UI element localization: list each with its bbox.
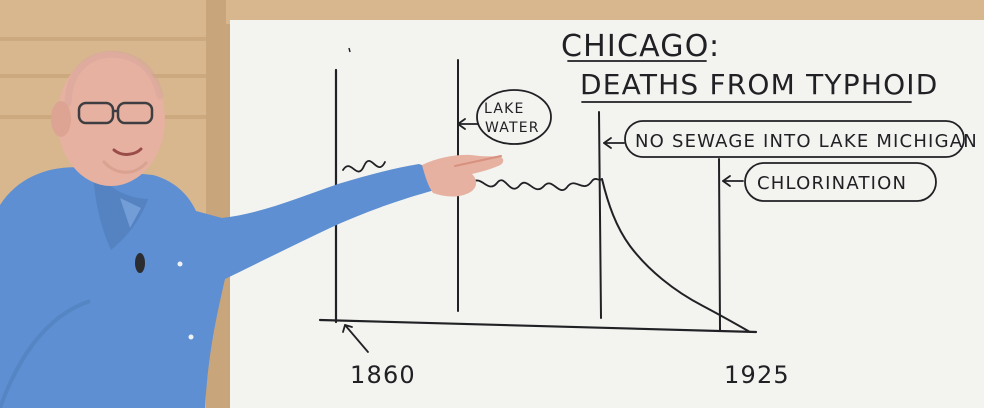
chart-title-line-1: CHICAGO: [561, 29, 720, 64]
lake-water-arrowhead [457, 118, 466, 130]
start-year-label: 1860 [350, 361, 416, 389]
lake-water-label-line-2: WATER [485, 120, 540, 136]
no-sewage-label: NO SEWAGE INTO LAKE MICHIGAN [635, 131, 978, 152]
shirt-button [177, 261, 183, 267]
glasses-left-lens [77, 101, 115, 125]
early-wavy-curve [342, 159, 386, 173]
lake-water-callout-circle [476, 89, 552, 145]
mouth [112, 147, 143, 156]
scalp-highlight [64, 50, 164, 107]
sewage-vertical-line [598, 111, 602, 319]
middle-wavy-curve [471, 178, 603, 191]
marker-dot [348, 47, 351, 53]
pointing-hand [422, 154, 504, 197]
left-ear [51, 101, 71, 137]
chin-shadow [102, 160, 148, 174]
pointing-finger [454, 155, 502, 167]
chart-title-line-2: DEATHS FROM TYPHOID [580, 68, 939, 101]
start-year-arrow [344, 324, 369, 353]
lapel-microphone [135, 253, 145, 273]
chlorination-vertical-line [718, 158, 721, 331]
chlorination-arrowhead [722, 175, 731, 187]
glasses-right-lens [116, 101, 154, 125]
no-sewage-arrowhead [603, 137, 612, 149]
wood-panel-seam [0, 37, 260, 41]
collar-highlight [120, 198, 141, 228]
sleeve-fold [0, 299, 91, 408]
chlorination-label: CHLORINATION [757, 173, 907, 194]
shirt-shadow [93, 168, 148, 250]
shirt-button [188, 334, 194, 340]
no-sewage-callout-shape [624, 120, 965, 158]
lake-water-label-line-1: LAKE [484, 101, 525, 117]
chlorination-callout-shape [744, 162, 937, 202]
x-axis-line [318, 318, 758, 334]
lecturer-figure [0, 50, 504, 408]
end-year-label: 1925 [724, 361, 790, 389]
start-year-arrowhead [342, 324, 353, 333]
declining-curve [601, 178, 751, 333]
